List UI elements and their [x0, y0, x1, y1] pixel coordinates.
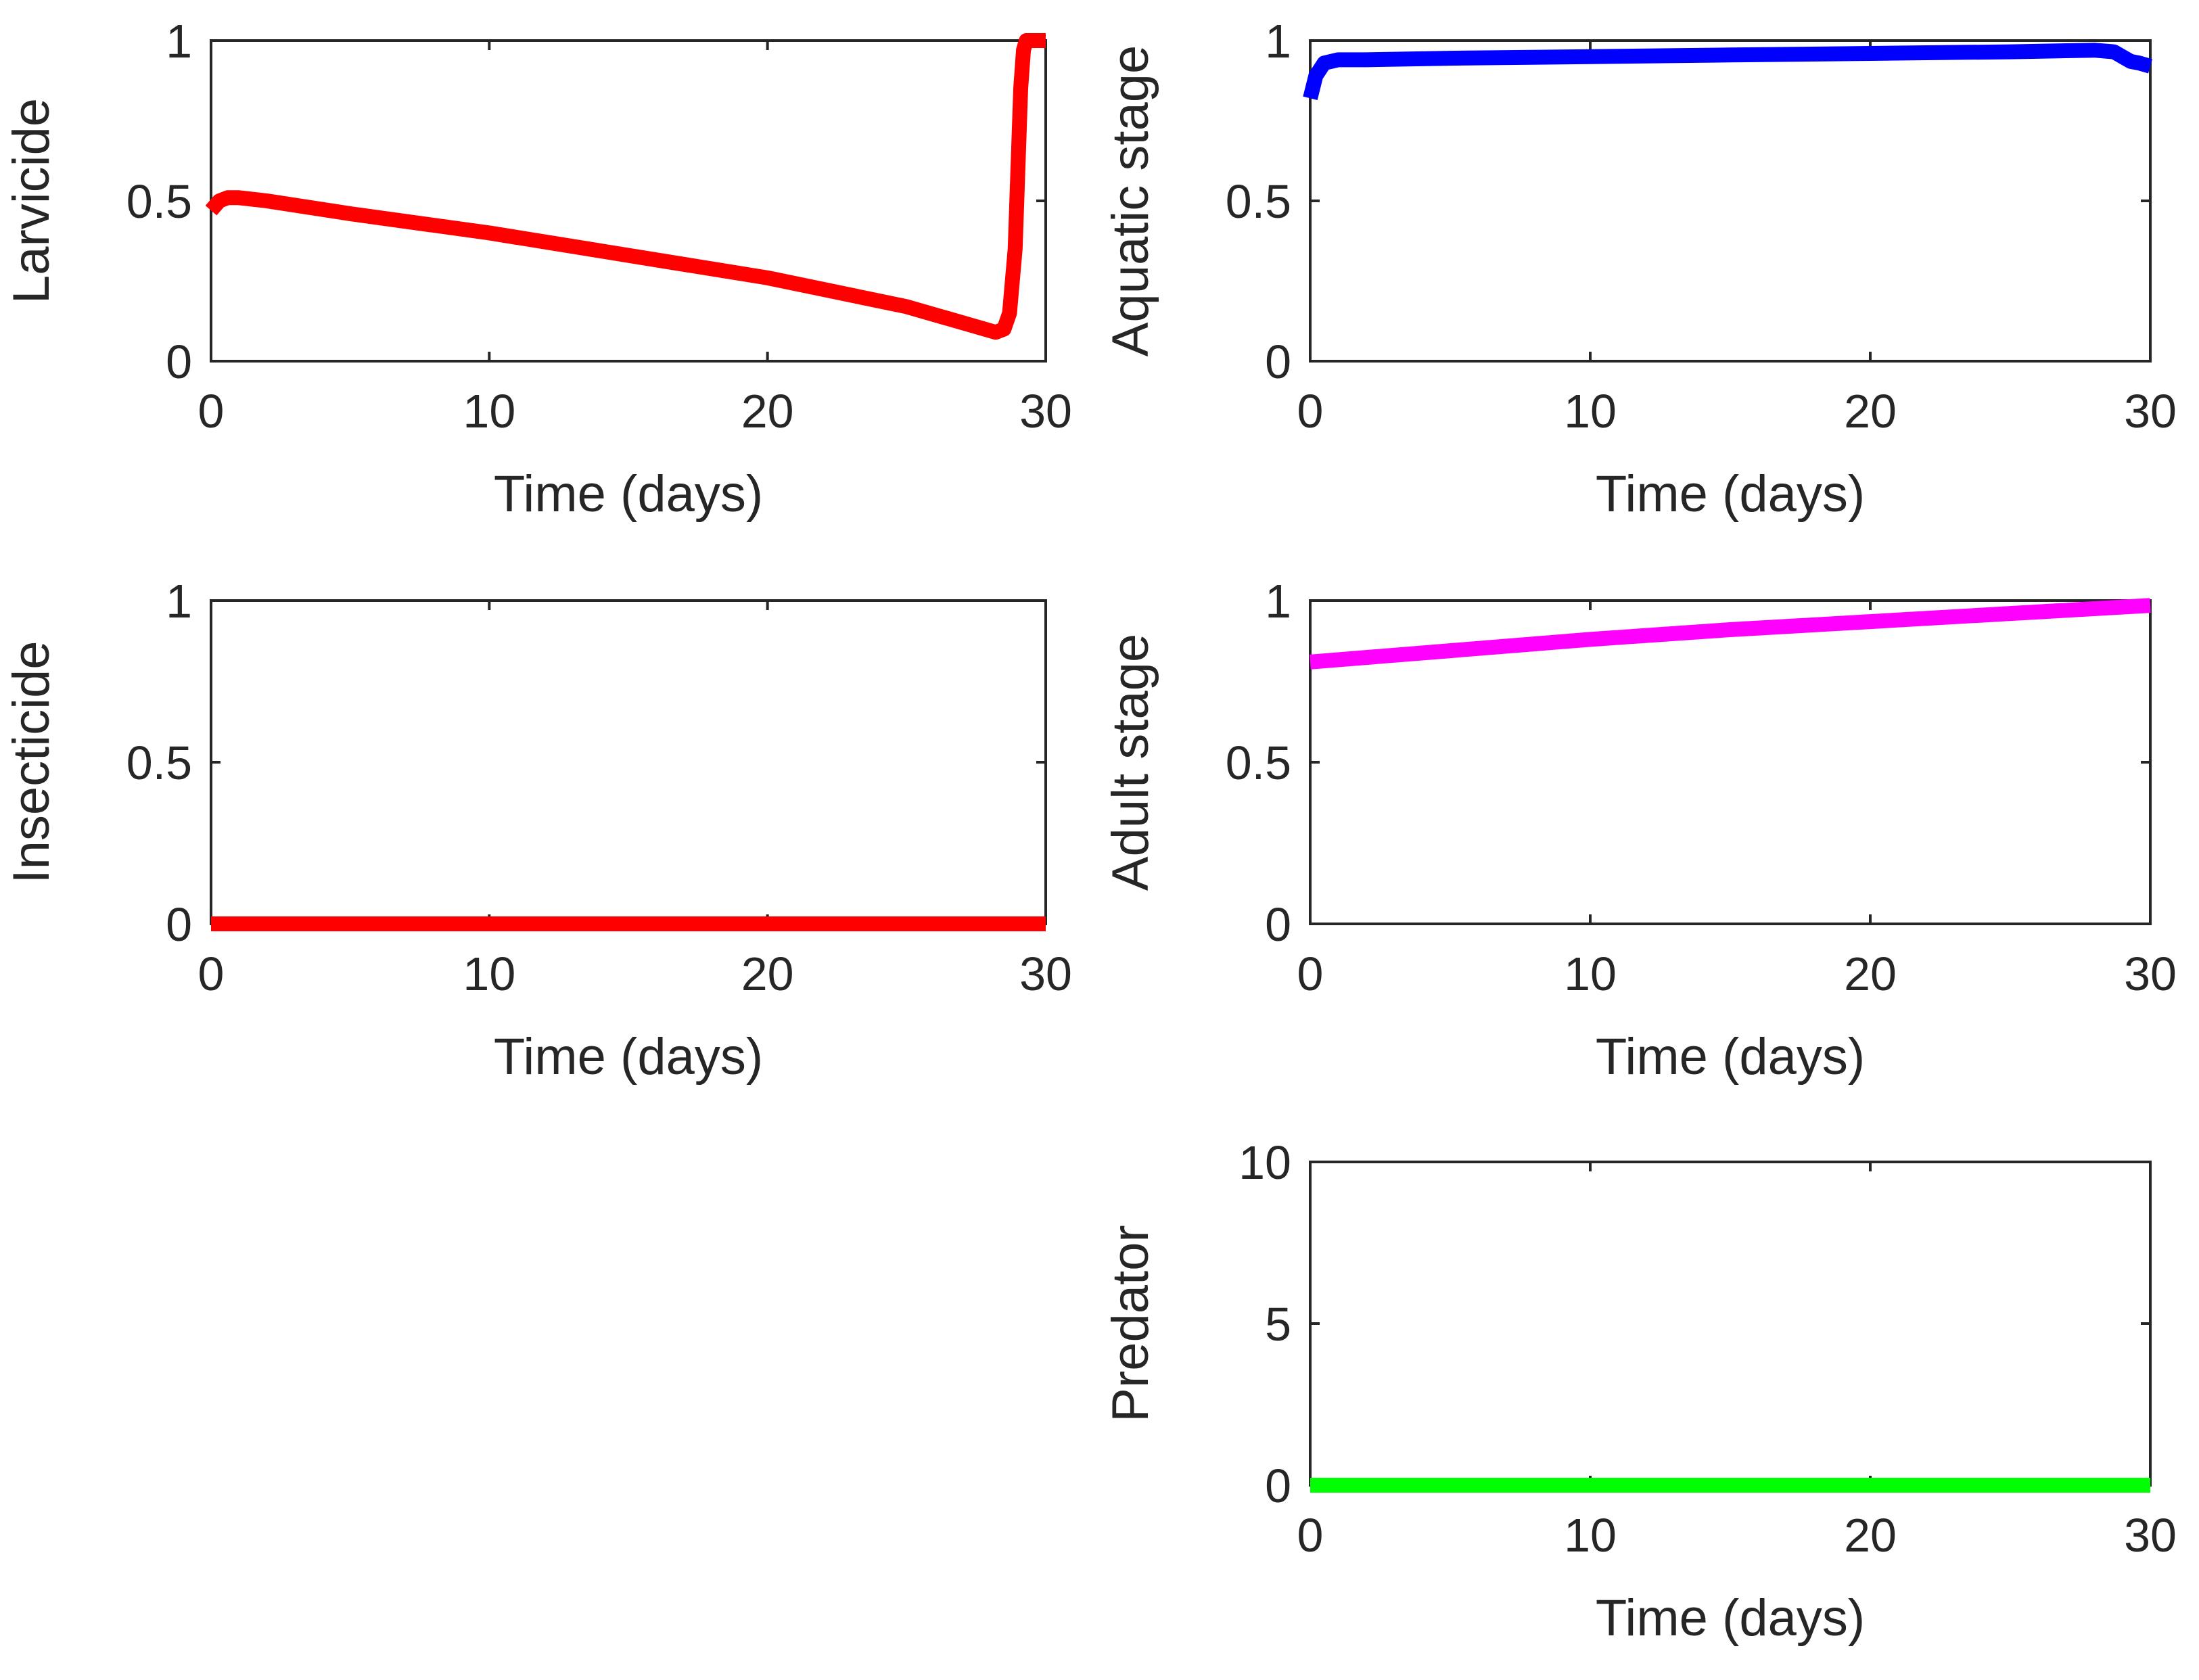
insecticide-ytick-label: 1 [166, 575, 192, 628]
insecticide-ytick-label: 0.5 [126, 737, 192, 789]
aquatic-xtick-label: 0 [1297, 385, 1324, 438]
insecticide-xtick-label: 30 [1019, 948, 1072, 1000]
aquatic-axes-box [1309, 39, 2152, 363]
predator-xlabel: Time (days) [1596, 1589, 1865, 1647]
predator-xtick-label: 20 [1844, 1509, 1897, 1562]
larvicide-ylabel: Larvicide [3, 98, 60, 304]
aquatic-ytick-label: 0 [1265, 335, 1291, 388]
insecticide-xtick-label: 10 [463, 948, 515, 1000]
larvicide-ytick-label: 0.5 [126, 175, 192, 228]
predator-xtick-label: 30 [2124, 1509, 2177, 1562]
aquatic-xtick-label: 10 [1564, 385, 1617, 438]
adult-ytick-label: 0.5 [1226, 737, 1291, 789]
aquatic-panel: 0 10 20 30 0 0.5 1 Time (days) Aquatic stage [1102, 15, 2177, 523]
predator-xtick-label: 10 [1564, 1509, 1617, 1562]
insecticide-xlabel: Time (days) [494, 1028, 763, 1086]
larvicide-xtick-label: 0 [198, 385, 225, 438]
insecticide-axes-box [210, 599, 1047, 925]
adult-xtick-label: 20 [1844, 948, 1897, 1000]
larvicide-xtick-label: 30 [1019, 385, 1072, 438]
aquatic-xtick-label: 30 [2124, 385, 2177, 438]
predator-ylabel: Predator [1102, 1225, 1159, 1422]
adult-xlabel: Time (days) [1596, 1028, 1865, 1086]
larvicide-ytick-label: 1 [166, 15, 192, 68]
larvicide-panel: 0 10 20 30 0 0.5 1 Time (days) Larvicide [3, 15, 1072, 523]
aquatic-ylabel: Aquatic stage [1102, 45, 1159, 357]
predator-ytick-label: 0 [1265, 1460, 1291, 1512]
larvicide-xtick-label: 10 [463, 385, 515, 438]
insecticide-ylabel: Insecticide [3, 640, 60, 883]
adult-ylabel: Adult stage [1102, 634, 1159, 891]
adult-ytick-label: 0 [1265, 898, 1291, 951]
adult-xtick-label: 10 [1564, 948, 1617, 1000]
insecticide-xtick-label: 0 [198, 948, 225, 1000]
aquatic-series-line [1303, 43, 2152, 100]
adult-xtick-label: 30 [2124, 948, 2177, 1000]
predator-ytick-label: 10 [1239, 1136, 1291, 1189]
aquatic-xtick-label: 20 [1844, 385, 1897, 438]
insecticide-panel: 0 10 20 30 0 0.5 1 Time (days) Insecticide [3, 575, 1072, 1086]
aquatic-xlabel: Time (days) [1596, 465, 1865, 523]
insecticide-xtick-label: 20 [741, 948, 794, 1000]
predator-xtick-label: 0 [1297, 1509, 1324, 1562]
adult-panel: 0 10 20 30 0 0.5 1 Time (days) Adult stage [1102, 575, 2177, 1086]
larvicide-series-line [205, 33, 1046, 340]
insecticide-ytick-label: 0 [166, 898, 192, 951]
aquatic-ytick-label: 0.5 [1226, 175, 1291, 228]
larvicide-ytick-label: 0 [166, 335, 192, 388]
predator-ytick-label: 5 [1265, 1298, 1291, 1351]
adult-xtick-label: 0 [1297, 948, 1324, 1000]
larvicide-xlabel: Time (days) [494, 465, 763, 523]
larvicide-xtick-label: 20 [741, 385, 794, 438]
predator-axes-box [1309, 1161, 2152, 1487]
predator-panel: 0 10 20 30 0 5 10 Time (days) Predator [1102, 1136, 2177, 1647]
adult-ytick-label: 1 [1265, 575, 1291, 628]
aquatic-ytick-label: 1 [1265, 15, 1291, 68]
adult-series-line [1310, 598, 2151, 670]
